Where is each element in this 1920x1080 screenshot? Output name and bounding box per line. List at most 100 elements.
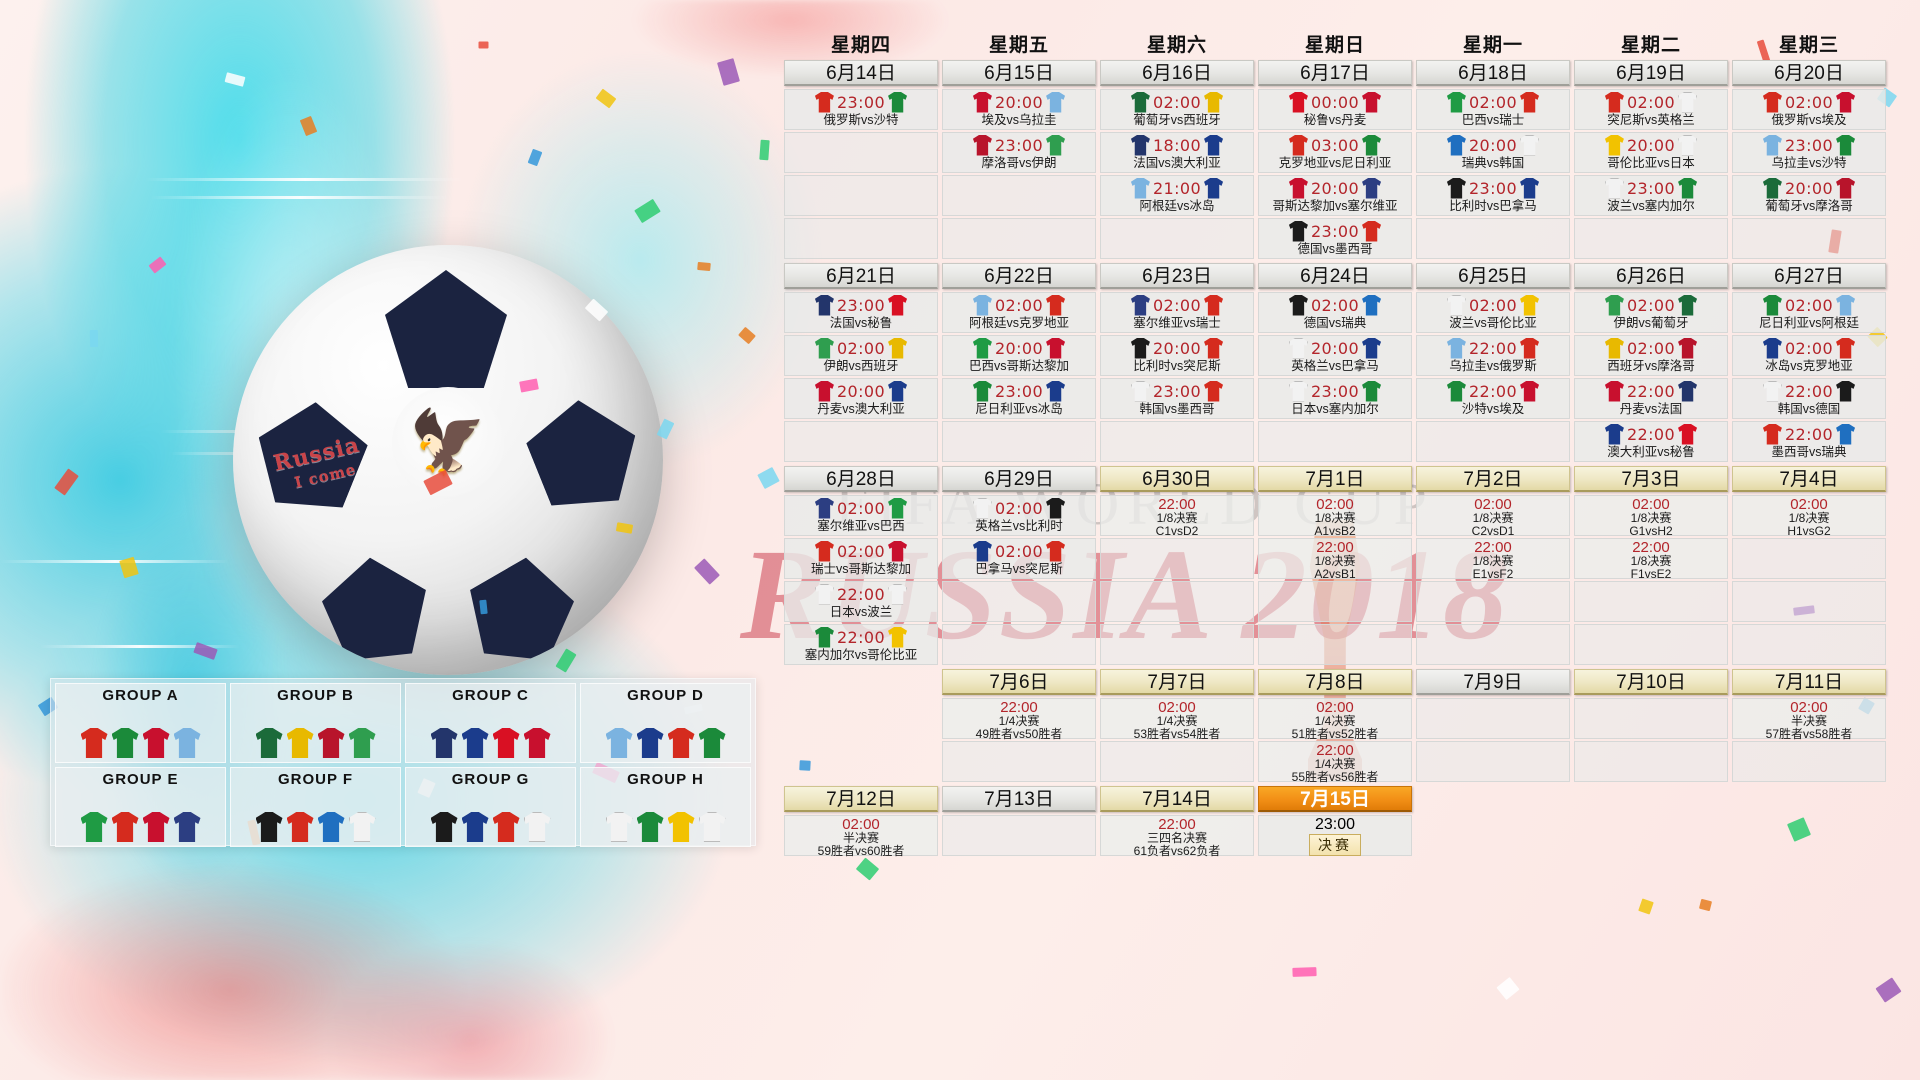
knockout-match-cell[interactable]: 02:00 1/8决赛 C2vsD1 — [1416, 495, 1570, 538]
group-match-cell[interactable]: 20:00 哥伦比亚vs日本 — [1574, 132, 1728, 173]
knockout-match-cell[interactable]: 22:00 三四名决赛 61负者vs62负者 — [1100, 815, 1254, 858]
group-match-cell[interactable]: 02:00 德国vs瑞典 — [1258, 292, 1412, 333]
date-header-cell[interactable]: 7月2日 — [1416, 466, 1570, 492]
date-header-cell[interactable]: 6月26日 — [1574, 263, 1728, 289]
date-header-cell[interactable]: 6月30日 — [1100, 466, 1254, 492]
date-header-cell[interactable]: 7月13日 — [942, 786, 1096, 812]
group-match-cell[interactable]: 02:00 英格兰vs比利时 — [942, 495, 1096, 536]
group-match-cell[interactable]: 23:00 德国vs墨西哥 — [1258, 218, 1412, 259]
group-box[interactable]: GROUP D — [580, 683, 751, 763]
group-box[interactable]: GROUP E — [55, 767, 226, 847]
group-match-cell[interactable]: 02:00 巴西vs瑞士 — [1416, 89, 1570, 130]
group-box[interactable]: GROUP G — [405, 767, 576, 847]
group-match-cell[interactable]: 02:00 巴拿马vs突尼斯 — [942, 538, 1096, 579]
group-match-cell[interactable]: 20:00 瑞典vs韩国 — [1416, 132, 1570, 173]
group-match-cell[interactable]: 02:00 冰岛vs克罗地亚 — [1732, 335, 1886, 376]
date-header-cell[interactable]: 7月1日 — [1258, 466, 1412, 492]
group-match-cell[interactable]: 22:00 墨西哥vs瑞典 — [1732, 421, 1886, 462]
group-match-cell[interactable]: 23:00 摩洛哥vs伊朗 — [942, 132, 1096, 173]
group-match-cell[interactable]: 22:00 塞内加尔vs哥伦比亚 — [784, 624, 938, 665]
group-match-cell[interactable]: 02:00 伊朗vs西班牙 — [784, 335, 938, 376]
date-header-cell[interactable]: 6月25日 — [1416, 263, 1570, 289]
date-header-cell[interactable]: 6月19日 — [1574, 60, 1728, 86]
knockout-match-cell[interactable]: 02:00 1/8决赛 G1vsH2 — [1574, 495, 1728, 538]
group-match-cell[interactable]: 22:00 丹麦vs法国 — [1574, 378, 1728, 419]
group-match-cell[interactable]: 22:00 韩国vs德国 — [1732, 378, 1886, 419]
knockout-match-cell[interactable]: 02:00 1/8决赛 H1vsG2 — [1732, 495, 1886, 538]
date-header-cell[interactable]: 6月22日 — [942, 263, 1096, 289]
group-match-cell[interactable]: 02:00 伊朗vs葡萄牙 — [1574, 292, 1728, 333]
date-header-cell[interactable]: 7月9日 — [1416, 669, 1570, 695]
date-header-cell[interactable]: 7月7日 — [1100, 669, 1254, 695]
group-box[interactable]: GROUP C — [405, 683, 576, 763]
knockout-match-cell[interactable]: 22:00 1/4决赛 55胜者vs56胜者 — [1258, 741, 1412, 784]
knockout-match-cell[interactable]: 22:00 1/8决赛 E1vsF2 — [1416, 538, 1570, 581]
group-match-cell[interactable]: 23:00 法国vs秘鲁 — [784, 292, 938, 333]
group-match-cell[interactable]: 23:00 尼日利亚vs冰岛 — [942, 378, 1096, 419]
group-box[interactable]: GROUP F — [230, 767, 401, 847]
group-match-cell[interactable]: 02:00 塞尔维亚vs巴西 — [784, 495, 938, 536]
group-match-cell[interactable]: 21:00 阿根廷vs冰岛 — [1100, 175, 1254, 216]
group-match-cell[interactable]: 22:00 澳大利亚vs秘鲁 — [1574, 421, 1728, 462]
group-match-cell[interactable]: 20:00 英格兰vs巴拿马 — [1258, 335, 1412, 376]
date-header-cell[interactable]: 6月29日 — [942, 466, 1096, 492]
group-match-cell[interactable]: 20:00 巴西vs哥斯达黎加 — [942, 335, 1096, 376]
knockout-match-cell[interactable]: 02:00 1/4决赛 53胜者vs54胜者 — [1100, 698, 1254, 741]
group-match-cell[interactable]: 22:00 日本vs波兰 — [784, 581, 938, 622]
date-header-cell[interactable]: 6月17日 — [1258, 60, 1412, 86]
date-header-cell[interactable]: 7月14日 — [1100, 786, 1254, 812]
group-match-cell[interactable]: 20:00 丹麦vs澳大利亚 — [784, 378, 938, 419]
group-match-cell[interactable]: 18:00 法国vs澳大利亚 — [1100, 132, 1254, 173]
group-match-cell[interactable]: 20:00 比利时vs突尼斯 — [1100, 335, 1254, 376]
group-match-cell[interactable]: 02:00 尼日利亚vs阿根廷 — [1732, 292, 1886, 333]
date-header-cell[interactable]: 6月23日 — [1100, 263, 1254, 289]
knockout-match-cell[interactable]: 22:00 1/8决赛 C1vsD2 — [1100, 495, 1254, 538]
date-header-cell[interactable]: 7月8日 — [1258, 669, 1412, 695]
knockout-match-cell[interactable]: 22:00 1/8决赛 A2vsB1 — [1258, 538, 1412, 581]
date-header-cell[interactable]: 7月6日 — [942, 669, 1096, 695]
group-box[interactable]: GROUP A — [55, 683, 226, 763]
group-match-cell[interactable]: 22:00 乌拉圭vs俄罗斯 — [1416, 335, 1570, 376]
date-header-cell[interactable]: 6月15日 — [942, 60, 1096, 86]
group-match-cell[interactable]: 20:00 哥斯达黎加vs塞尔维亚 — [1258, 175, 1412, 216]
group-box[interactable]: GROUP H — [580, 767, 751, 847]
date-header-cell[interactable]: 7月4日 — [1732, 466, 1886, 492]
knockout-match-cell[interactable]: 02:00 1/4决赛 51胜者vs52胜者 — [1258, 698, 1412, 741]
group-match-cell[interactable]: 23:00 韩国vs墨西哥 — [1100, 378, 1254, 419]
group-match-cell[interactable]: 20:00 葡萄牙vs摩洛哥 — [1732, 175, 1886, 216]
date-header-cell[interactable]: 7月11日 — [1732, 669, 1886, 695]
date-header-cell[interactable]: 6月16日 — [1100, 60, 1254, 86]
group-match-cell[interactable]: 02:00 突尼斯vs英格兰 — [1574, 89, 1728, 130]
date-header-cell[interactable]: 6月28日 — [784, 466, 938, 492]
date-header-cell[interactable]: 7月3日 — [1574, 466, 1728, 492]
date-header-cell[interactable]: 7月10日 — [1574, 669, 1728, 695]
final-match-cell[interactable]: 23:00 决赛 — [1258, 815, 1412, 856]
date-header-cell[interactable]: 6月18日 — [1416, 60, 1570, 86]
group-box[interactable]: GROUP B — [230, 683, 401, 763]
date-header-cell[interactable]: 6月20日 — [1732, 60, 1886, 86]
knockout-match-cell[interactable]: 02:00 1/8决赛 A1vsB2 — [1258, 495, 1412, 538]
date-header-cell[interactable]: 6月27日 — [1732, 263, 1886, 289]
knockout-match-cell[interactable]: 22:00 1/4决赛 49胜者vs50胜者 — [942, 698, 1096, 741]
group-match-cell[interactable]: 23:00 波兰vs塞内加尔 — [1574, 175, 1728, 216]
group-match-cell[interactable]: 02:00 波兰vs哥伦比亚 — [1416, 292, 1570, 333]
date-header-cell[interactable]: 6月21日 — [784, 263, 938, 289]
group-match-cell[interactable]: 02:00 瑞士vs哥斯达黎加 — [784, 538, 938, 579]
group-match-cell[interactable]: 03:00 克罗地亚vs尼日利亚 — [1258, 132, 1412, 173]
group-match-cell[interactable]: 20:00 埃及vs乌拉圭 — [942, 89, 1096, 130]
group-match-cell[interactable]: 02:00 西班牙vs摩洛哥 — [1574, 335, 1728, 376]
knockout-match-cell[interactable]: 02:00 半决赛 57胜者vs58胜者 — [1732, 698, 1886, 741]
group-match-cell[interactable]: 02:00 俄罗斯vs埃及 — [1732, 89, 1886, 130]
group-match-cell[interactable]: 02:00 塞尔维亚vs瑞士 — [1100, 292, 1254, 333]
group-match-cell[interactable]: 23:00 乌拉圭vs沙特 — [1732, 132, 1886, 173]
date-header-cell[interactable]: 6月14日 — [784, 60, 938, 86]
group-match-cell[interactable]: 02:00 葡萄牙vs西班牙 — [1100, 89, 1254, 130]
knockout-match-cell[interactable]: 22:00 1/8决赛 F1vsE2 — [1574, 538, 1728, 581]
date-header-cell[interactable]: 6月24日 — [1258, 263, 1412, 289]
knockout-match-cell[interactable]: 02:00 半决赛 59胜者vs60胜者 — [784, 815, 938, 858]
date-header-cell[interactable]: 7月15日 — [1258, 786, 1412, 812]
group-match-cell[interactable]: 23:00 俄罗斯vs沙特 — [784, 89, 938, 130]
group-match-cell[interactable]: 23:00 日本vs塞内加尔 — [1258, 378, 1412, 419]
date-header-cell[interactable]: 7月12日 — [784, 786, 938, 812]
group-match-cell[interactable]: 02:00 阿根廷vs克罗地亚 — [942, 292, 1096, 333]
